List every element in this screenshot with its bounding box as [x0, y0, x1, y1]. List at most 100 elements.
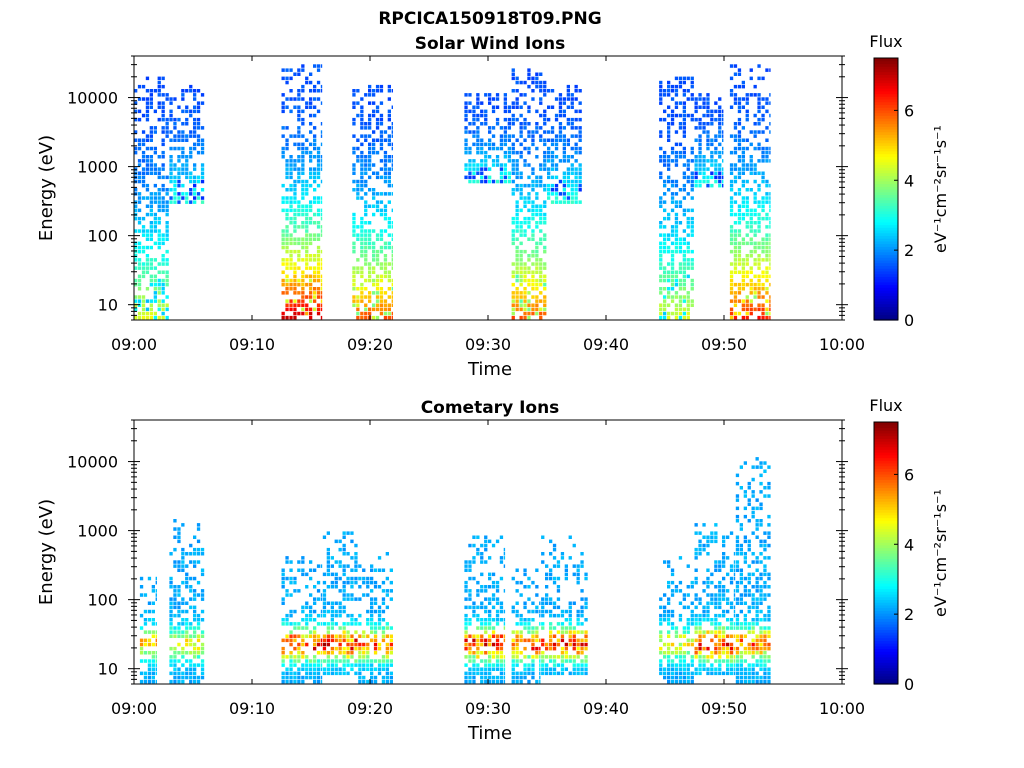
heatmap-cell — [139, 659, 144, 663]
heatmap-cell — [338, 646, 342, 651]
heatmap-cell — [729, 651, 734, 655]
heatmap-cell — [576, 613, 580, 618]
heatmap-cell — [769, 237, 771, 241]
heatmap-cell — [733, 138, 738, 142]
heatmap-cell — [173, 605, 177, 610]
heatmap-cell — [301, 634, 305, 638]
heatmap-cell — [574, 200, 578, 204]
heatmap-cell — [747, 675, 751, 680]
heatmap-cell — [765, 254, 769, 258]
heatmap-cell — [464, 113, 468, 118]
heatmap-cell — [322, 609, 327, 614]
heatmap-cell — [373, 597, 378, 601]
heatmap-cell — [682, 126, 686, 130]
heatmap-cell — [480, 634, 484, 638]
heatmap-cell — [686, 593, 690, 597]
heatmap-cell — [330, 601, 334, 605]
heatmap-cell — [289, 188, 293, 192]
heatmap-cell — [193, 175, 197, 180]
heatmap-cell — [769, 245, 771, 250]
heatmap-cell — [297, 568, 301, 572]
heatmap-cell — [568, 671, 572, 676]
heatmap-cell — [755, 457, 759, 461]
heatmap-cell — [753, 200, 757, 204]
heatmap-cell — [570, 146, 574, 151]
heatmap-cell — [372, 204, 376, 208]
heatmap-cell — [503, 155, 507, 159]
heatmap-cell — [364, 122, 368, 126]
heatmap-cell — [488, 638, 492, 643]
heatmap-cell — [334, 646, 338, 651]
heatmap-cell — [326, 651, 330, 655]
heatmap-cell — [722, 175, 724, 180]
heatmap-cell — [281, 270, 285, 274]
heatmap-cell — [543, 113, 547, 118]
heatmap-cell — [722, 626, 726, 630]
heatmap-cell — [690, 183, 694, 188]
heatmap-cell — [305, 675, 309, 680]
heatmap-cell — [729, 270, 734, 274]
heatmap-cell — [659, 89, 663, 93]
heatmap-cell — [293, 270, 297, 274]
heatmap-cell — [389, 646, 393, 651]
heatmap-cell — [491, 651, 496, 655]
heatmap-cell — [484, 163, 488, 167]
heatmap-cell — [726, 634, 730, 638]
heatmap-cell — [547, 188, 551, 192]
heatmap-cell — [755, 580, 759, 585]
heatmap-cell — [718, 163, 722, 167]
heatmap-cell — [765, 109, 769, 114]
heatmap-cell — [375, 295, 380, 299]
heatmap-cell — [714, 651, 718, 655]
heatmap-cell — [350, 576, 354, 581]
heatmap-cell — [181, 568, 185, 572]
heatmap-cell — [686, 159, 690, 163]
heatmap-cell — [134, 188, 138, 192]
heatmap-cell — [193, 167, 197, 171]
heatmap-cell — [515, 188, 519, 192]
heatmap-cell — [576, 572, 580, 577]
heatmap-cell — [141, 311, 146, 316]
heatmap-cell — [541, 609, 545, 614]
heatmap-cell — [476, 101, 480, 105]
heatmap-cell — [580, 589, 584, 593]
heatmap-cell — [663, 311, 667, 316]
heatmap-cell — [767, 655, 771, 659]
heatmap-cell — [196, 175, 201, 180]
heatmap-cell — [322, 601, 327, 605]
heatmap-cell — [346, 659, 350, 663]
heatmap-cell — [515, 613, 519, 618]
heatmap-cell — [535, 225, 539, 229]
heatmap-cell — [368, 122, 372, 126]
heatmap-cell — [289, 659, 293, 663]
heatmap-cell — [714, 671, 718, 676]
heatmap-cell — [157, 175, 161, 180]
heatmap-cell — [739, 626, 743, 630]
heatmap-cell — [749, 155, 753, 159]
heatmap-cell — [682, 663, 686, 667]
heatmap-cell — [694, 552, 698, 556]
heatmap-cell — [165, 192, 169, 196]
heatmap-cell — [507, 122, 511, 126]
heatmap-cell — [527, 597, 531, 601]
heatmap-cell — [177, 564, 181, 568]
heatmap-cell — [751, 642, 755, 647]
heatmap-cell — [285, 138, 289, 142]
heatmap-cell — [678, 142, 683, 147]
heatmap-cell — [293, 609, 297, 614]
heatmap-cell — [722, 597, 726, 601]
heatmap-cell — [568, 601, 572, 605]
heatmap-cell — [674, 93, 679, 97]
heatmap-cell — [759, 461, 763, 465]
heatmap-cell — [480, 101, 484, 105]
heatmap-cell — [737, 138, 742, 142]
heatmap-cell — [539, 212, 543, 217]
heatmap-cell — [169, 175, 173, 180]
heatmap-cell — [301, 196, 305, 200]
heatmap-cell — [741, 216, 745, 221]
heatmap-cell — [690, 117, 694, 122]
heatmap-cell — [511, 655, 515, 659]
heatmap-cell — [531, 630, 535, 634]
heatmap-cell — [185, 175, 189, 180]
heatmap-cell — [743, 679, 747, 684]
